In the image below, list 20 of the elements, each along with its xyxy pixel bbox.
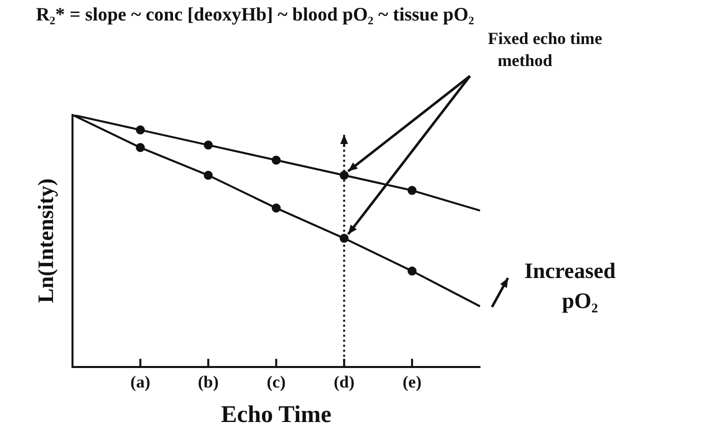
point — [408, 266, 417, 276]
y-axis-title: Ln(Intensity) — [32, 178, 58, 304]
point — [340, 234, 349, 243]
chart-title: R₂* = slope ~ conc [deoxyHb] ~ blood pO₂ ~ tissue pO₂ — [36, 4, 474, 26]
point — [204, 140, 213, 150]
point — [204, 170, 213, 180]
point — [340, 170, 349, 180]
x-tick-label: (b) — [198, 372, 219, 392]
x-axis-title: Echo Time — [220, 402, 332, 428]
point — [136, 143, 145, 152]
x-tick-label: (e) — [402, 372, 422, 392]
x-tick-label: (d) — [334, 372, 355, 392]
text: Increased pO₂ — [524, 258, 616, 313]
point — [136, 125, 145, 134]
text: Fixed echo time method — [488, 29, 603, 70]
point — [272, 156, 281, 165]
x-tick-label: (c) — [266, 372, 286, 392]
point — [408, 186, 417, 195]
x-tick-label: (a) — [130, 372, 150, 392]
point — [272, 204, 281, 213]
